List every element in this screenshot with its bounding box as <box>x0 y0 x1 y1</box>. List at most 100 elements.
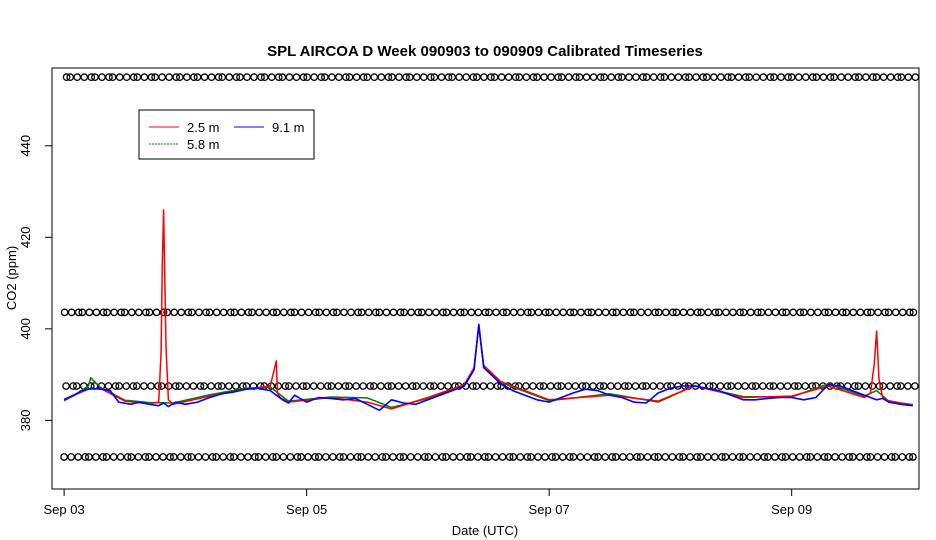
calibration-point <box>759 73 768 82</box>
calibration-point <box>753 453 762 461</box>
calibration-point <box>336 453 344 461</box>
calibration-point <box>377 73 386 82</box>
calibration-point <box>231 382 240 390</box>
calibration-point <box>571 73 580 82</box>
calibration-point <box>224 382 233 390</box>
calibration-point <box>353 453 362 461</box>
calibration-point <box>522 382 530 390</box>
calibration-point <box>87 73 96 82</box>
calibration-point <box>407 308 416 317</box>
calibration-point <box>911 73 920 82</box>
calibration-point <box>395 73 403 82</box>
calibration-point <box>619 308 628 317</box>
calibration-point <box>911 382 919 390</box>
calibration-point <box>281 382 290 390</box>
calibration-point <box>614 73 623 82</box>
calibration-point <box>905 453 914 461</box>
calibration-point <box>736 308 744 317</box>
calibration-point <box>850 382 859 390</box>
calibration-point <box>92 308 101 317</box>
calibration-point <box>420 453 429 461</box>
calibration-point <box>821 308 829 317</box>
calibration-point <box>437 382 445 390</box>
calibration-point <box>237 308 246 317</box>
calibration-point <box>117 308 125 317</box>
calibration-point <box>571 382 580 390</box>
calibration-point <box>699 73 708 82</box>
calibration-point <box>880 453 889 461</box>
calibration-point <box>869 73 877 82</box>
calibration-point <box>631 382 640 390</box>
calibration-point <box>909 308 918 317</box>
calibration-point <box>651 308 659 317</box>
calibration-point <box>499 308 507 317</box>
calibration-point <box>752 73 761 82</box>
calibration-point <box>584 308 592 317</box>
calibration-point <box>777 73 785 82</box>
calibration-point <box>649 73 658 82</box>
calibration-point <box>232 73 241 82</box>
calibration-point <box>432 308 440 317</box>
calibration-point <box>244 453 252 461</box>
calibration-point <box>565 453 574 461</box>
calibration-point <box>154 382 162 390</box>
calibration-point <box>863 453 871 461</box>
calibration-point <box>408 382 417 390</box>
calibration-point <box>558 453 567 461</box>
calibration-point <box>214 73 223 82</box>
calibration-point <box>874 308 882 317</box>
calibration-point <box>293 453 302 461</box>
calibration-point <box>481 453 489 461</box>
calibration-point <box>546 382 555 390</box>
calibration-point <box>413 453 422 461</box>
calibration-point <box>764 308 773 317</box>
calibration-point <box>626 453 634 461</box>
calibration-point <box>269 308 278 317</box>
calibration-point <box>703 453 712 461</box>
calibration-point <box>771 453 779 461</box>
calibration-point <box>347 308 355 317</box>
calibration-point <box>778 453 786 461</box>
calibration-point <box>141 453 150 461</box>
calibration-point <box>548 453 556 461</box>
calibration-point <box>497 73 506 82</box>
calibration-point <box>661 453 670 461</box>
calibration-point <box>389 308 398 317</box>
calibration-point <box>608 308 617 317</box>
calibration-point <box>909 453 917 461</box>
calibration-point <box>207 73 216 82</box>
calibration-point <box>371 308 380 317</box>
calibration-point <box>771 308 780 317</box>
calibration-point <box>444 382 452 390</box>
calibration-point <box>601 453 610 461</box>
calibration-point <box>463 453 472 461</box>
y-tick-label: 440 <box>18 135 33 157</box>
calibration-point <box>723 382 732 390</box>
calibration-point <box>200 73 209 82</box>
calibration-point <box>299 382 307 390</box>
calibration-point <box>225 73 234 82</box>
calibration-point <box>746 453 755 461</box>
calibration-point <box>849 308 858 317</box>
calibration-point <box>813 453 822 461</box>
calibration-point <box>334 382 343 390</box>
calibration-point <box>67 308 76 317</box>
calibration-point <box>493 382 502 390</box>
calibration-point <box>796 308 805 317</box>
calibration-point <box>129 382 138 390</box>
calibration-point <box>492 308 500 317</box>
calibration-point <box>267 73 276 82</box>
legend-label-5.8m: 5.8 m <box>187 137 220 152</box>
calibration-point <box>559 308 568 317</box>
calibration-point <box>261 453 270 461</box>
calibration-point <box>214 382 222 390</box>
calibration-point <box>534 308 543 317</box>
calibration-point <box>674 73 683 82</box>
calibration-point <box>547 73 555 82</box>
calibration-point <box>292 382 300 390</box>
chart-title: SPL AIRCOA D Week 090903 to 090909 Calib… <box>267 43 703 60</box>
calibration-point <box>297 308 306 317</box>
calibration-point <box>468 382 477 390</box>
calibration-point <box>219 308 228 317</box>
calibration-point <box>201 453 210 461</box>
